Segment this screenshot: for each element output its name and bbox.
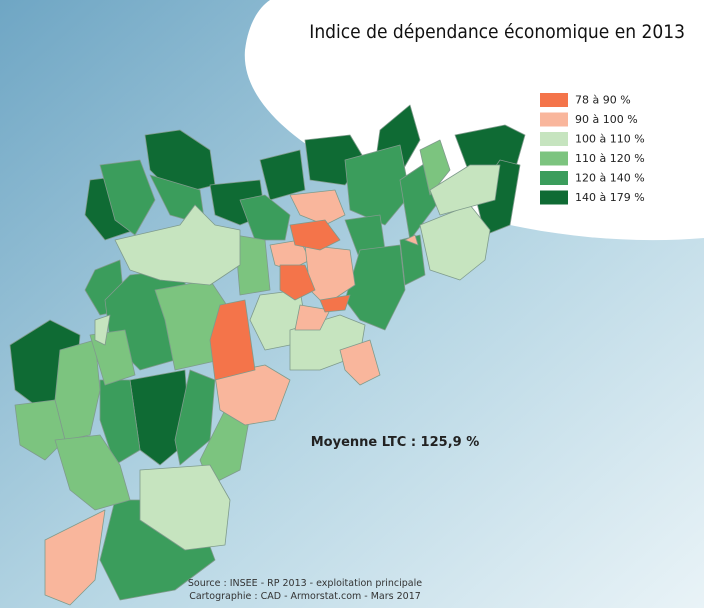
commune [214, 364, 291, 426]
commune [429, 164, 501, 216]
legend-swatch [540, 171, 568, 185]
commune [319, 294, 351, 313]
commune [339, 339, 381, 386]
commune [174, 369, 216, 466]
commune [94, 314, 111, 346]
legend-label: 90 à 100 % [575, 113, 638, 126]
regions [9, 104, 526, 606]
commune [239, 194, 291, 241]
title-panel [244, 0, 704, 241]
legend-swatch [540, 132, 568, 146]
legend-label: 100 à 110 % [575, 133, 645, 146]
legend-label: 120 à 140 % [575, 172, 645, 185]
commune [44, 509, 106, 606]
commune [209, 299, 256, 381]
average-label: Moyenne LTC : 125,9 % [311, 435, 479, 450]
commune [294, 304, 331, 331]
commune [99, 379, 141, 466]
legend-label: 78 à 90 % [575, 94, 631, 107]
commune [54, 434, 131, 511]
legend: 78 à 90 % 90 à 100 % 100 à 110 % 110 à 120 … [540, 93, 645, 205]
commune [289, 219, 341, 251]
commune [344, 144, 411, 226]
legend-swatch [540, 112, 568, 127]
commune [14, 399, 66, 461]
commune [289, 189, 346, 226]
source-line: Source : INSEE - RP 2013 - exploitation … [188, 578, 422, 589]
commune [419, 139, 451, 196]
legend-label: 110 à 120 % [575, 152, 645, 165]
commune [114, 204, 241, 286]
commune [259, 149, 306, 201]
commune [404, 234, 419, 246]
commune [234, 234, 271, 296]
map-title: Indice de dépendance économique en 2013 [309, 21, 685, 43]
legend-swatch [540, 93, 568, 107]
legend-swatch [540, 190, 568, 205]
commune [99, 159, 156, 236]
legend-label: 140 à 179 % [575, 191, 645, 204]
commune [89, 329, 136, 386]
commune [279, 264, 316, 301]
legend-swatch [540, 151, 568, 166]
source-line: Cartographie : CAD - Armorstat.com - Mar… [189, 591, 421, 602]
commune [139, 464, 231, 551]
